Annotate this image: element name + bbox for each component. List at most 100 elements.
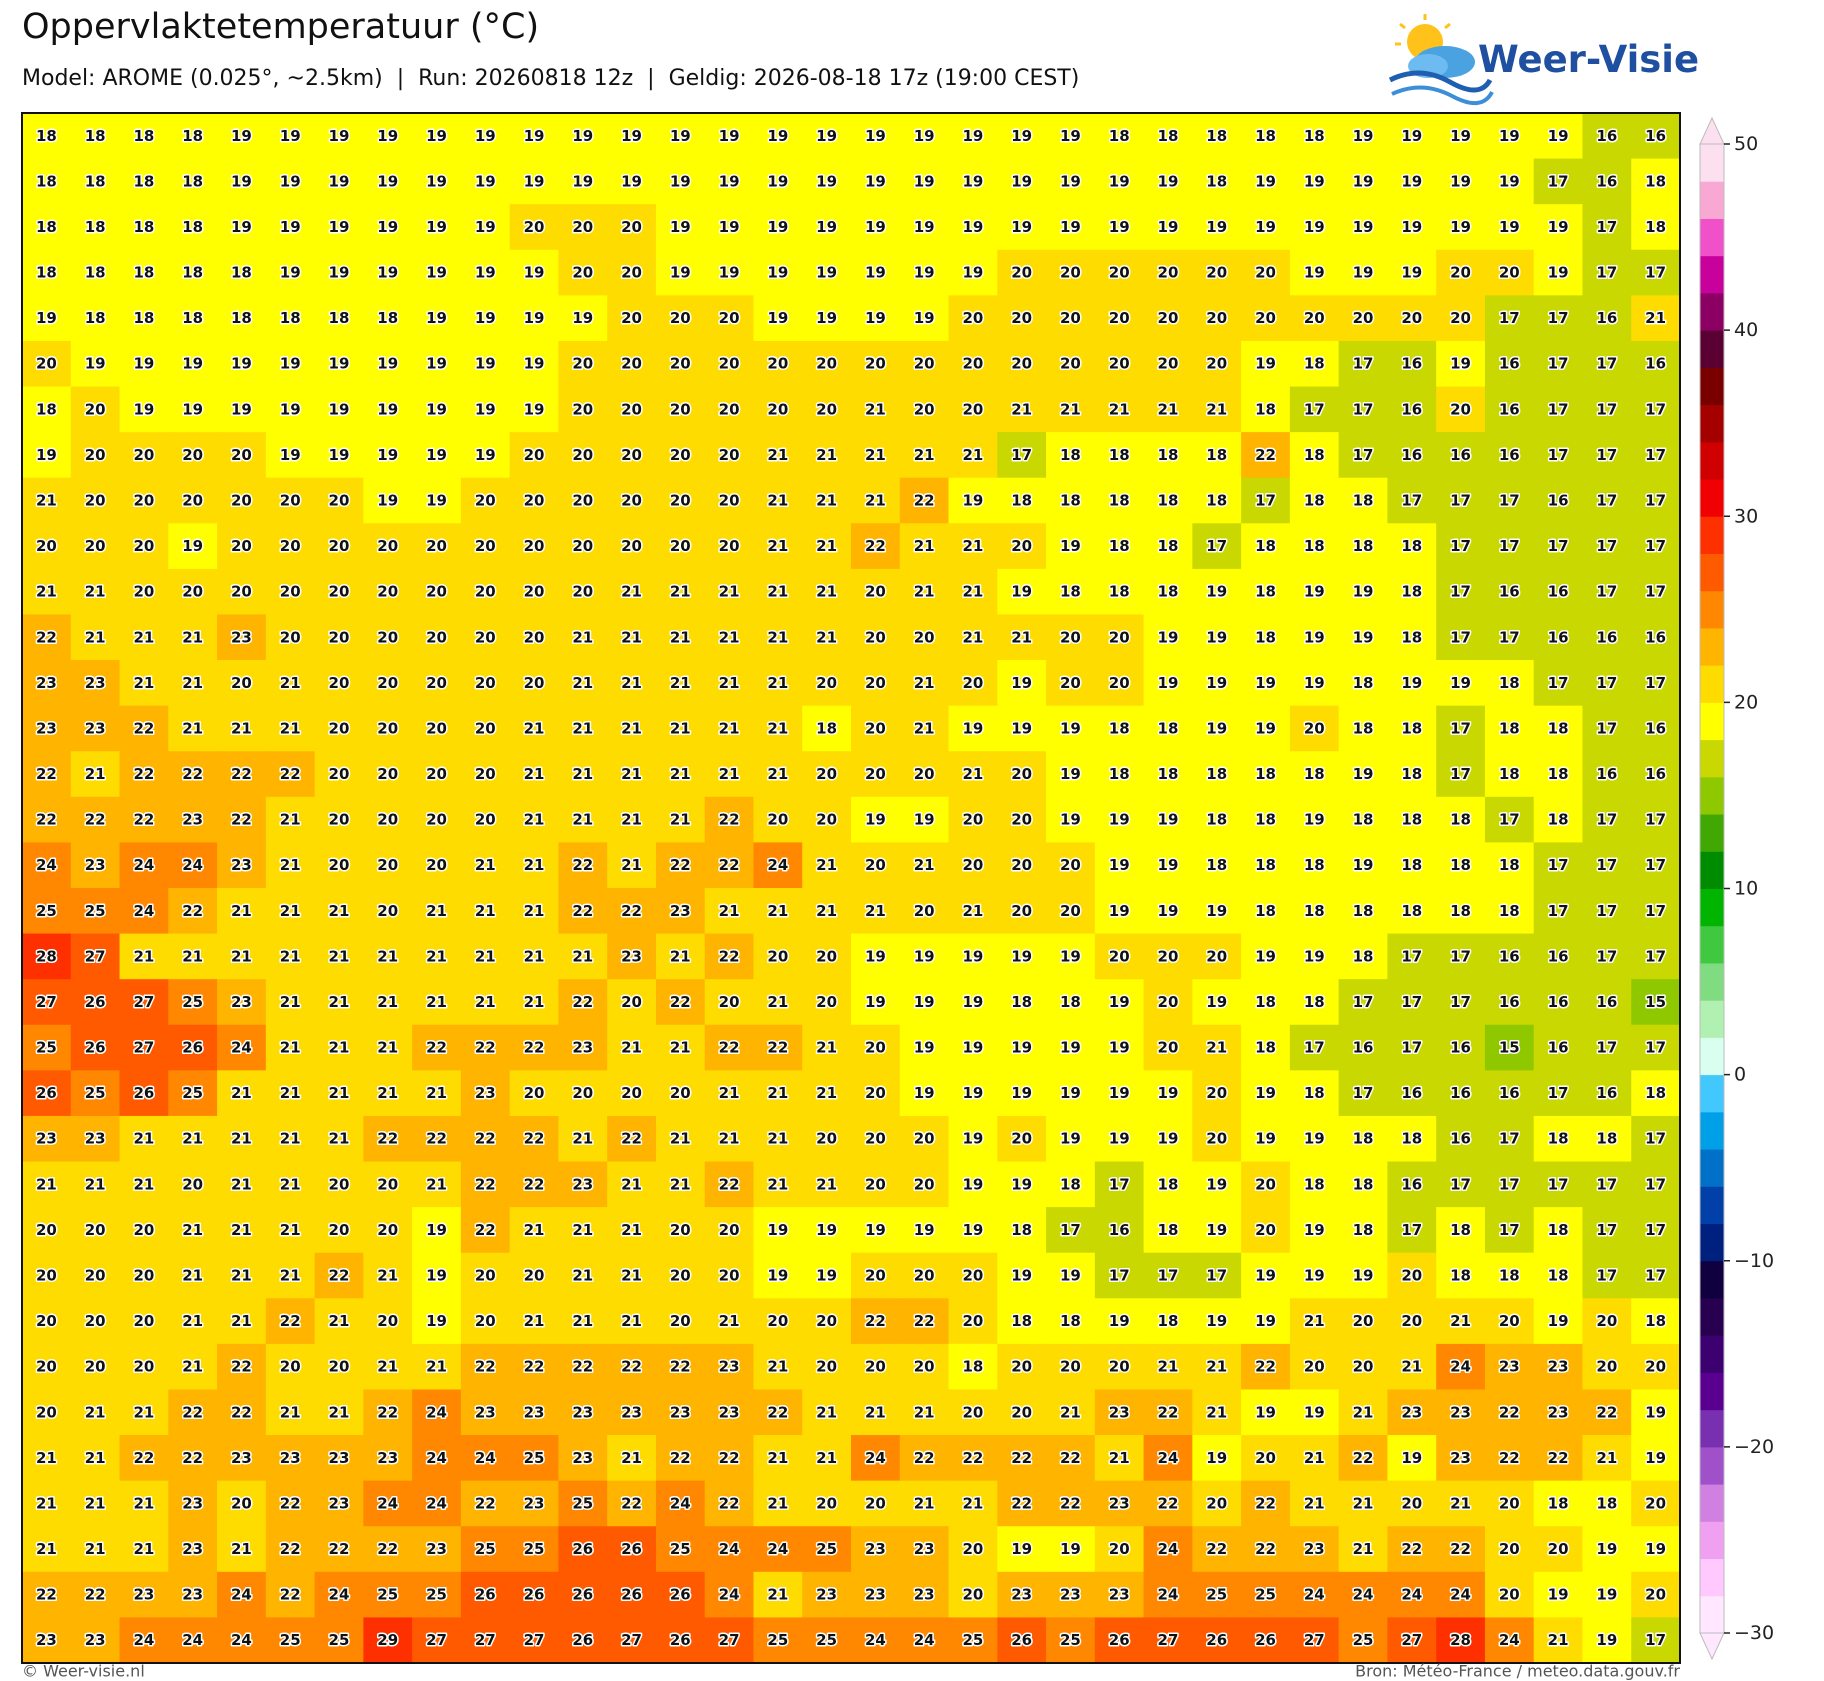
temperature-cell [412,933,462,980]
temperature-label: 17 [1548,674,1569,692]
temperature-cell [119,705,169,752]
temperature-cell [1582,1526,1632,1573]
temperature-cell [1046,249,1096,296]
temperature-label: 19 [816,172,837,190]
temperature-cell [899,796,950,843]
temperature-label: 17 [1596,492,1617,510]
temperature-cell [1338,979,1388,1026]
temperature-cell [1387,751,1437,798]
temperature-cell [704,614,754,661]
temperature-label: 24 [329,1586,350,1604]
temperature-cell [1484,1526,1535,1573]
temperature-label: 17 [1353,400,1374,418]
temperature-cell [899,158,950,205]
temperature-cell [168,1617,218,1664]
temperature-cell [22,1343,72,1390]
temperature-cell [168,796,218,843]
temperature-cell [1387,660,1437,707]
temperature-cell [1241,1298,1291,1345]
temperature-cell [753,1571,803,1618]
temperature-label: 18 [1158,492,1179,510]
temperature-label: 22 [36,765,57,783]
temperature-cell [1436,113,1486,160]
temperature-label: 18 [1499,674,1520,692]
temperature-cell [851,1389,901,1436]
temperature-label: 21 [426,902,447,920]
temperature-cell [851,751,901,798]
temperature-label: 17 [1304,1039,1325,1057]
temperature-cell [1582,1389,1632,1436]
temperature-cell [1241,249,1291,296]
temperature-label: 26 [572,1631,593,1649]
temperature-cell [460,1252,511,1299]
temperature-label: 27 [1401,1631,1422,1649]
temperature-label: 24 [1304,1586,1325,1604]
temperature-cell [22,614,72,661]
temperature-label: 19 [426,309,447,327]
temperature-label: 19 [231,127,252,145]
temperature-cell [22,842,72,889]
temperature-label: 17 [1499,309,1520,327]
temperature-cell [70,1435,121,1482]
temperature-cell [119,204,169,251]
temperature-cell [265,751,316,798]
temperature-label: 19 [1548,127,1569,145]
temperature-label: 20 [329,811,350,829]
temperature-label: 20 [767,355,788,373]
temperature-label: 21 [572,628,593,646]
temperature-label: 17 [1158,1267,1179,1285]
temperature-label: 22 [85,811,106,829]
temperature-cell [558,1571,608,1618]
temperature-label: 17 [1450,583,1471,601]
temperature-cell [265,1298,316,1345]
temperature-label: 17 [1401,492,1422,510]
temperature-label: 16 [1548,583,1569,601]
temperature-label: 18 [1401,765,1422,783]
temperature-cell [509,888,559,935]
temperature-label: 17 [1450,993,1471,1011]
temperature-label: 20 [767,811,788,829]
temperature-label: 20 [719,537,740,555]
temperature-label: 21 [767,765,788,783]
temperature-label: 19 [914,309,935,327]
temperature-label: 20 [670,400,691,418]
temperature-label: 18 [1206,492,1227,510]
temperature-cell [753,1480,803,1527]
temperature-label: 19 [1596,1540,1617,1558]
temperature-cell [607,705,657,752]
temperature-label: 19 [426,218,447,236]
temperature-cell [363,568,413,615]
temperature-cell [70,340,121,388]
temperature-label: 20 [1060,902,1081,920]
temperature-label: 22 [329,1267,350,1285]
temperature-cell [460,796,511,843]
temperature-label: 18 [36,172,57,190]
temperature-label: 21 [182,1312,203,1330]
temperature-cell [1338,1024,1388,1071]
temperature-cell [1338,295,1388,342]
temperature-label: 20 [962,856,983,874]
temperature-cell [655,295,706,342]
temperature-label: 19 [1255,172,1276,190]
temperature-label: 20 [670,1221,691,1239]
temperature-cell [1046,1115,1096,1163]
temperature-cell [1436,888,1486,935]
temperature-label: 21 [1450,1312,1471,1330]
temperature-cell [899,1070,950,1117]
temperature-cell [558,568,608,615]
temperature-label: 21 [962,902,983,920]
temperature-cell [217,1343,267,1390]
temperature-label: 19 [1304,218,1325,236]
temperature-cell [265,1343,316,1390]
temperature-cell [363,340,413,388]
temperature-cell [1338,796,1388,843]
temperature-label: 20 [231,674,252,692]
temperature-label: 19 [1596,1631,1617,1649]
temperature-label: 24 [475,1449,496,1467]
temperature-cell [1094,523,1145,570]
temperature-label: 17 [1645,583,1666,601]
temperature-label: 23 [670,1403,691,1421]
temperature-cell [1484,113,1535,160]
temperature-cell [119,340,169,388]
colorbar-segment [1700,702,1724,741]
